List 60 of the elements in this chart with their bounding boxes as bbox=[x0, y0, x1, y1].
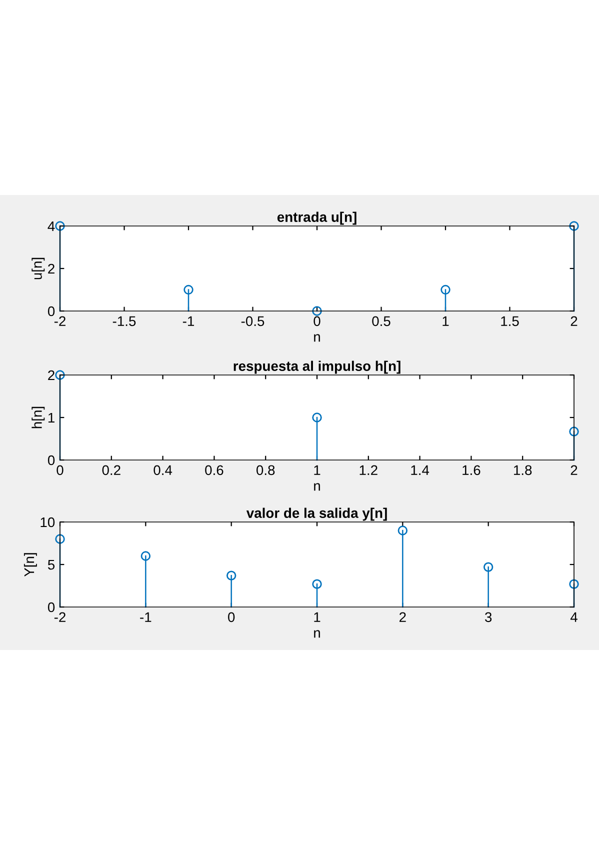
x-tick-label: 2 bbox=[400, 612, 406, 622]
y-axis-title: Y[n] bbox=[24, 553, 37, 577]
x-tick-label: 1.2 bbox=[360, 465, 378, 475]
point bbox=[398, 526, 408, 536]
point bbox=[440, 284, 450, 295]
chart-title: valor de la salida y[n] bbox=[246, 508, 387, 521]
x-tick-label: 1.8 bbox=[514, 465, 532, 476]
x-tick-label: 2 bbox=[570, 465, 578, 475]
point bbox=[569, 579, 579, 589]
x-tick-label: 2 bbox=[570, 316, 578, 326]
y-tick-label: 1 bbox=[48, 412, 54, 423]
x-tick-label: 1.6 bbox=[462, 465, 480, 476]
point bbox=[226, 570, 236, 580]
x-tick-label: -2 bbox=[54, 612, 66, 622]
chart-title: respuesta al impulso h[n] bbox=[234, 360, 400, 374]
point bbox=[569, 221, 579, 231]
x-tick-label: 0 bbox=[56, 465, 64, 476]
point bbox=[55, 534, 65, 544]
x-tick-label: 1.4 bbox=[411, 465, 430, 475]
x-tick-label: -2 bbox=[54, 316, 66, 326]
x-tick-label: 0.5 bbox=[372, 316, 390, 326]
x-tick-label: 0.4 bbox=[154, 465, 172, 476]
y-axis-title: h[n] bbox=[32, 406, 45, 428]
y-tick-label: 4 bbox=[48, 221, 55, 232]
x-axis-title: n bbox=[314, 334, 320, 342]
y-tick-label: 10 bbox=[40, 517, 55, 528]
x-tick-label: 0 bbox=[228, 612, 235, 622]
x-tick-label: 3 bbox=[485, 612, 492, 622]
point bbox=[312, 412, 322, 422]
point bbox=[483, 562, 494, 572]
chart-title: entrada u[n] bbox=[277, 212, 356, 225]
x-tick-label: 1 bbox=[314, 612, 320, 622]
x-tick-label: 1 bbox=[442, 316, 449, 326]
point bbox=[55, 221, 65, 231]
y-tick-label: 0 bbox=[48, 602, 55, 612]
y-axis-title: u[n] bbox=[32, 258, 45, 280]
y-tick-label: 2 bbox=[48, 264, 54, 274]
x-tick-label: -1 bbox=[140, 612, 152, 622]
y-tick-label: 2 bbox=[48, 370, 54, 380]
x-tick-label: -1.5 bbox=[112, 316, 136, 326]
x-tick-label: 0 bbox=[314, 316, 320, 326]
x-axis-title: n bbox=[314, 483, 320, 491]
y-tick-label: 0 bbox=[48, 455, 55, 466]
point bbox=[569, 426, 579, 436]
point bbox=[312, 306, 322, 316]
x-tick-label: 0.8 bbox=[256, 465, 275, 476]
x-tick-label: 1.5 bbox=[501, 316, 519, 326]
x-tick-label: -0.5 bbox=[241, 316, 264, 326]
x-tick-label: 4 bbox=[570, 612, 578, 622]
y-tick-label: 5 bbox=[48, 560, 55, 570]
x-axis-title: n bbox=[314, 630, 320, 638]
x-tick-label: 1 bbox=[314, 465, 320, 475]
point bbox=[55, 370, 65, 380]
x-tick-label: 0.2 bbox=[102, 465, 120, 476]
x-tick-label: 0.6 bbox=[205, 465, 224, 476]
y-tick-label: 0 bbox=[48, 306, 55, 316]
point bbox=[184, 284, 194, 295]
point bbox=[312, 579, 322, 589]
point bbox=[140, 551, 151, 561]
x-tick-label: -1 bbox=[182, 316, 194, 326]
